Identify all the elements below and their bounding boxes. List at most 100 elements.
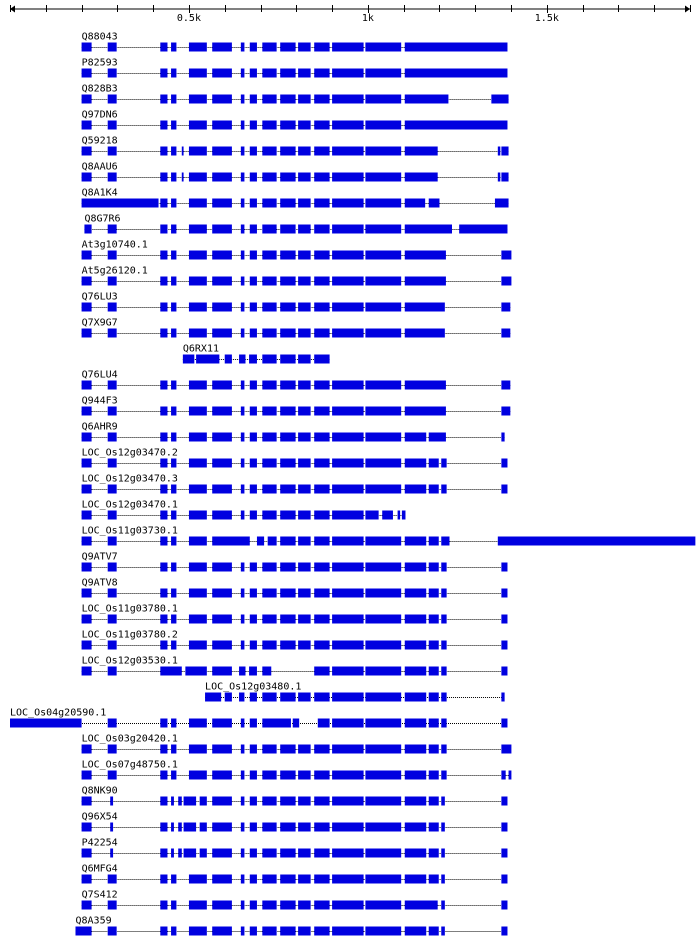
- exon-block: [314, 692, 330, 702]
- exon-block: [212, 510, 232, 520]
- exon-block: [262, 328, 277, 338]
- exon-block: [298, 692, 311, 702]
- gene-track: Q8G7R6: [84, 214, 508, 234]
- exon-block: [365, 172, 402, 182]
- track-label: LOC_Os12g03530.1: [82, 656, 178, 667]
- exon-block: [262, 302, 277, 312]
- exon-block: [365, 120, 402, 130]
- exon-block: [262, 432, 277, 442]
- exon-block: [249, 172, 257, 182]
- track-label: LOC_Os11g03730.1: [82, 526, 178, 537]
- exon-block: [107, 614, 117, 624]
- exon-block: [428, 484, 439, 494]
- gene-track: LOC_Os12g03470.3: [81, 474, 508, 494]
- exon-block: [212, 146, 232, 156]
- exon-block: [81, 432, 92, 442]
- exon-block: [249, 822, 257, 832]
- exon-block: [188, 926, 207, 936]
- exon-block: [365, 926, 402, 936]
- exon-block: [404, 406, 446, 416]
- exon-block: [262, 744, 277, 754]
- exon-block: [160, 406, 168, 416]
- exon-block: [332, 926, 364, 936]
- exon-block: [280, 900, 296, 910]
- exon-block: [212, 484, 232, 494]
- exon-block: [404, 484, 427, 494]
- exon-block: [441, 562, 447, 572]
- exon-block: [365, 900, 402, 910]
- exon-block: [404, 588, 427, 598]
- exon-block: [404, 458, 427, 468]
- exon-block: [107, 666, 117, 676]
- exon-block: [212, 822, 232, 832]
- exon-block: [298, 406, 311, 416]
- exon-block: [249, 796, 257, 806]
- exon-block: [188, 562, 207, 572]
- exon-block: [249, 458, 257, 468]
- exon-block: [188, 406, 207, 416]
- exon-block: [249, 640, 257, 650]
- exon-block: [262, 406, 277, 416]
- exon-block: [188, 874, 207, 884]
- exon-block: [365, 302, 402, 312]
- gene-track: Q9ATV7: [81, 552, 508, 572]
- exon-block: [171, 926, 177, 936]
- exon-block: [404, 198, 426, 208]
- exon-block: [332, 172, 364, 182]
- exon-block: [81, 640, 92, 650]
- exon-block: [332, 770, 364, 780]
- exon-block: [404, 874, 427, 884]
- exon-block: [314, 796, 330, 806]
- exon-block: [240, 510, 245, 520]
- track-label: Q8AAU6: [82, 162, 118, 173]
- exon-block: [160, 94, 168, 104]
- exon-block: [81, 146, 92, 156]
- exon-block: [81, 666, 92, 676]
- track-label: Q76LU4: [82, 370, 118, 381]
- exon-block: [160, 198, 168, 208]
- exon-block: [212, 302, 232, 312]
- exon-block: [240, 198, 245, 208]
- track-label: Q7S412: [82, 890, 118, 901]
- exon-block: [171, 718, 177, 728]
- exon-block: [314, 224, 330, 234]
- gene-track: LOC_Os11g03780.2: [81, 630, 508, 650]
- exon-block: [160, 146, 168, 156]
- exon-block: [107, 328, 117, 338]
- track-label: Q97DN6: [82, 110, 118, 121]
- exon-block: [160, 640, 168, 650]
- exon-block: [81, 328, 92, 338]
- exon-block: [160, 172, 168, 182]
- exon-block: [183, 822, 197, 832]
- exon-block: [497, 172, 501, 182]
- exon-block: [314, 172, 330, 182]
- track-label: P42254: [82, 838, 118, 849]
- exon-block: [212, 380, 232, 390]
- exon-block: [240, 328, 245, 338]
- exon-block: [280, 588, 296, 598]
- exon-block: [188, 224, 207, 234]
- exon-block: [212, 432, 232, 442]
- exon-block: [212, 562, 232, 572]
- exon-block: [249, 250, 257, 260]
- exon-block: [365, 562, 402, 572]
- exon-block: [501, 380, 511, 390]
- exon-block: [239, 692, 245, 702]
- exon-block: [262, 224, 277, 234]
- exon-block: [332, 510, 364, 520]
- exon-block: [160, 68, 168, 78]
- gene-track: Q6RX11: [182, 344, 330, 364]
- exon-block: [160, 276, 168, 286]
- gene-track: Q76LU3: [81, 292, 511, 312]
- exon-block: [501, 432, 505, 442]
- exon-block: [171, 562, 177, 572]
- exon-block: [84, 224, 92, 234]
- exon-block: [240, 380, 245, 390]
- exon-block: [188, 94, 207, 104]
- exon-block: [160, 120, 168, 130]
- exon-block: [332, 640, 364, 650]
- exon-block: [107, 744, 117, 754]
- gene-track: LOC_Os12g03470.2: [81, 448, 508, 468]
- exon-block: [428, 874, 439, 884]
- exon-block: [332, 120, 364, 130]
